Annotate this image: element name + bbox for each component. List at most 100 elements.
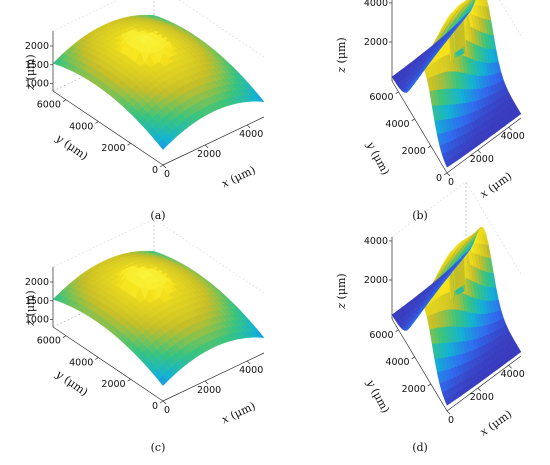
x-tick-label: 4000 [239,129,263,140]
y-tick-mark [95,121,99,124]
x-tick-mark [204,144,209,149]
x-axis-label: x (μm) [220,163,258,190]
y-tick-label: 6000 [37,336,61,347]
surface-d [391,226,522,406]
back-edge-top-y [465,181,522,275]
x-axis-line [446,117,522,174]
y-tick-mark [159,400,164,404]
back-edge-top-x [52,218,155,268]
y-tick-label: 4000 [385,357,409,368]
y-tick-mark [159,164,164,168]
x-tick-label: 2000 [470,154,494,165]
panel-b: 0 2000 4000 0 2000 4000 6000 2000 4000 x (μm) y (μ… [335,0,525,201]
x-axis-label: x (μm) [220,399,258,426]
y-tick-mark [395,91,399,95]
y-tick-label: 4000 [385,119,409,130]
surface-c [52,250,265,387]
y-axis-label: y (μm) [363,139,392,178]
x-axis-label: x (μm) [478,170,515,201]
y-tick-label: 4000 [69,122,93,133]
z-tick-label: 1000 [25,79,49,90]
y-tick-label: 0 [152,401,158,412]
y-axis-label: y (μm) [363,377,392,416]
x-axis-line [162,352,265,402]
y-tick-label: 6000 [37,100,61,111]
y-tick-mark [127,378,131,382]
y-tick-label: 6000 [369,92,393,103]
y-tick-label: 6000 [369,330,393,341]
y-axis-label: y (μm) [53,131,91,163]
y-tick-mark [395,329,399,333]
x-tick-mark [508,364,512,369]
panel-label-c: (c) [150,441,166,454]
surface-patch [391,74,399,82]
z-tick-label: 2000 [364,275,388,286]
x-tick-label: 4000 [501,369,525,380]
y-axis-line [391,318,448,412]
x-tick-mark [246,124,251,129]
y-tick-label: 4000 [69,358,93,369]
x-tick-mark [446,172,451,177]
z-tick-label: 2000 [364,37,388,48]
z-tick-label: 1500 [25,60,49,71]
x-tick-label: 2000 [197,385,221,396]
panel-label-a: (a) [150,209,166,222]
panel-label-b: (b) [412,209,428,222]
y-axis-line [52,90,164,166]
x-tick-label: 0 [448,415,454,426]
x-tick-mark [246,360,251,365]
z-axis-label: z (μm) [335,37,348,73]
y-tick-label: 0 [152,165,158,176]
z-tick-label: 1000 [25,315,49,326]
x-tick-label: 0 [448,177,454,188]
back-edge-top-y [499,0,522,37]
y-axis-label: y (μm) [53,367,91,399]
panel-a: 0 2000 4000 0 2000 4000 6000 1000 1500 2000 x (μm)… [24,0,265,190]
y-tick-mark [411,356,415,360]
y-axis-line [52,326,164,402]
z-tick-label: 4000 [364,0,388,9]
z-axis-label: z (μm) [24,290,37,326]
y-tick-label: 2000 [101,379,125,390]
y-tick-mark [427,145,431,149]
x-tick-label: 4000 [501,131,525,142]
x-axis-line [446,355,522,412]
y-tick-label: 2000 [402,146,426,157]
x-axis-label: x (μm) [478,408,515,439]
surface-patch [391,312,399,320]
x-tick-mark [508,126,512,131]
x-tick-mark [162,400,167,405]
panel-c: 0 2000 4000 0 2000 4000 6000 1000 1500 2000 x (μm)… [24,218,265,426]
y-tick-mark [443,172,448,176]
surface-a [52,14,265,151]
z-tick-label: 2000 [25,277,49,288]
y-tick-mark [62,99,67,102]
x-tick-mark [477,149,482,154]
surface-patch [52,294,63,302]
z-tick-label: 4000 [364,236,388,247]
x-tick-mark [477,387,482,392]
x-tick-label: 0 [164,169,170,180]
back-edge-top-x [391,181,467,238]
y-tick-label: 0 [436,173,442,184]
x-tick-mark [446,410,451,415]
y-tick-label: 2000 [101,143,125,154]
y-tick-mark [411,118,415,122]
y-tick-mark [95,357,99,360]
y-axis-line [391,80,448,174]
surface-patch [52,58,63,66]
x-tick-label: 2000 [197,149,221,160]
surface-b [391,0,522,168]
z-axis-label: z (μm) [335,273,348,309]
x-axis-line [162,116,265,166]
y-tick-label: 2000 [402,384,426,395]
x-tick-mark [204,380,209,385]
x-tick-label: 0 [164,405,170,416]
x-tick-label: 4000 [239,365,263,376]
y-tick-mark [62,335,67,338]
z-axis-label: z (μm) [24,54,37,90]
z-tick-label: 1500 [25,296,49,307]
y-tick-mark [427,383,431,387]
surface-patch [479,0,486,7]
